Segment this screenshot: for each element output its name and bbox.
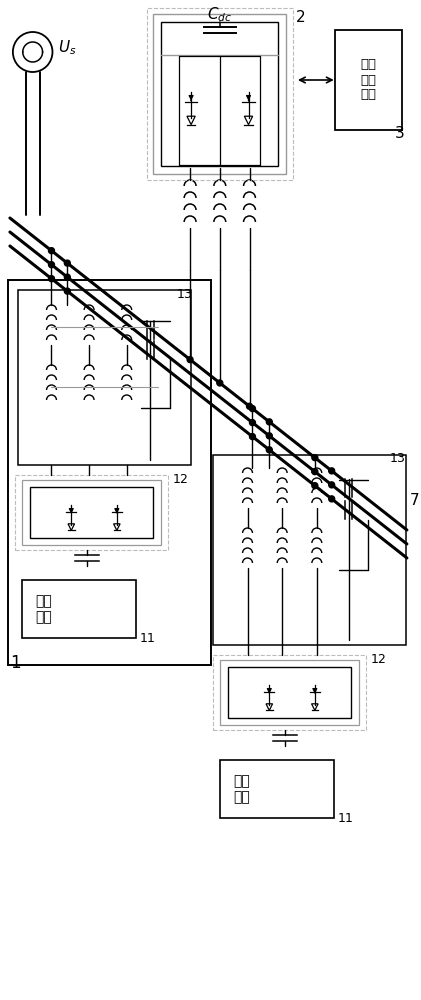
Text: 中央
控制
单元: 中央 控制 单元 (360, 58, 376, 102)
Bar (228, 667, 352, 718)
Circle shape (187, 357, 193, 363)
Bar (154, 14, 286, 174)
Circle shape (250, 420, 256, 426)
Circle shape (64, 260, 70, 266)
Circle shape (48, 262, 54, 268)
Text: $7$: $7$ (409, 492, 419, 508)
Bar (22, 580, 136, 638)
Circle shape (312, 455, 318, 461)
Circle shape (247, 403, 253, 409)
Bar (30, 487, 154, 538)
Circle shape (217, 380, 223, 386)
Circle shape (250, 434, 256, 440)
Text: $C_{dc}$: $C_{dc}$ (207, 5, 232, 24)
Bar (220, 760, 334, 818)
Text: 光伏
电池: 光伏 电池 (35, 594, 52, 624)
Bar (335, 30, 402, 130)
Bar (8, 280, 211, 665)
Bar (147, 8, 293, 180)
Bar (213, 655, 366, 730)
Circle shape (329, 482, 335, 488)
Circle shape (64, 288, 70, 294)
Bar (161, 22, 278, 166)
Text: $11$: $11$ (139, 632, 155, 645)
Text: $13$: $13$ (176, 288, 193, 301)
Text: 光伏
电池: 光伏 电池 (233, 774, 250, 804)
Bar (220, 660, 360, 725)
Text: $3$: $3$ (394, 125, 405, 141)
Bar (22, 480, 161, 545)
Circle shape (266, 447, 272, 453)
Circle shape (266, 433, 272, 439)
Text: $2$: $2$ (295, 9, 305, 25)
Text: $12$: $12$ (370, 653, 387, 666)
Circle shape (48, 276, 54, 282)
Circle shape (250, 406, 256, 412)
Text: $11$: $11$ (337, 812, 353, 825)
Bar (18, 290, 191, 465)
Text: $1$: $1$ (10, 654, 21, 672)
Circle shape (312, 483, 318, 489)
Circle shape (329, 468, 335, 474)
Circle shape (312, 469, 318, 475)
Circle shape (266, 419, 272, 425)
Bar (15, 475, 168, 550)
Text: $U_s$: $U_s$ (59, 39, 77, 57)
Text: $13$: $13$ (389, 452, 406, 465)
Circle shape (329, 496, 335, 502)
Text: $12$: $12$ (172, 473, 189, 486)
Circle shape (64, 274, 70, 280)
Circle shape (48, 248, 54, 254)
Bar (213, 455, 406, 645)
